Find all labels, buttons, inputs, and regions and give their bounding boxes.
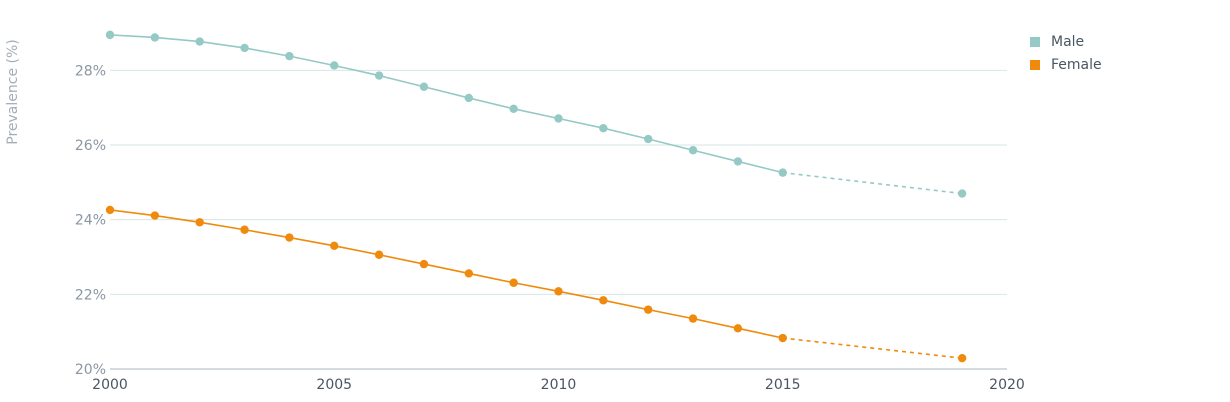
data-point[interactable] [285,51,294,61]
data-point[interactable] [150,211,160,220]
data-point[interactable] [688,146,698,155]
x-tick-label: 2020 [989,377,1025,393]
legend: Male Female [1030,34,1102,73]
series-line-male [109,34,783,174]
x-tick-label: 2015 [765,377,801,393]
data-point[interactable] [105,205,115,215]
data-point[interactable] [105,30,115,40]
x-tick-label: 2005 [316,377,352,393]
y-tick-label: 28% [75,63,106,79]
data-point[interactable] [688,314,698,323]
y-tick-label: 20% [75,362,106,378]
data-point[interactable] [419,82,429,91]
data-point[interactable] [330,241,339,250]
legend-swatch-female [1030,60,1040,70]
data-point[interactable] [464,269,473,278]
data-point[interactable] [599,124,608,133]
series-female [105,205,967,363]
data-point[interactable] [778,168,787,177]
y-axis: 20% 22% 24% 26% 28% [75,63,106,378]
data-point[interactable] [374,250,384,259]
data-point[interactable] [733,157,743,166]
series-line-female [109,209,783,339]
data-point[interactable] [330,61,339,70]
y-tick-label: 24% [75,213,106,229]
data-point[interactable] [374,71,384,80]
data-point[interactable] [733,324,743,333]
data-point[interactable] [644,134,653,144]
legend-swatch-male [1030,37,1040,47]
data-point[interactable] [285,233,294,242]
data-point[interactable] [599,296,608,305]
data-point[interactable] [464,93,473,103]
series-projection-female [782,337,963,359]
data-point[interactable] [554,114,563,123]
legend-label-male: Male [1051,34,1084,50]
legend-label-female: Female [1051,57,1102,73]
data-point[interactable] [509,278,518,287]
series-projection-male [782,171,963,195]
y-axis-title: Prevalence (%) [5,39,21,145]
data-point[interactable] [195,37,204,46]
data-point[interactable] [644,305,653,314]
data-point[interactable] [195,218,204,227]
data-point[interactable] [419,259,429,269]
data-point[interactable] [957,353,967,363]
data-point[interactable] [957,189,967,198]
data-point[interactable] [240,43,249,53]
data-point[interactable] [240,225,249,234]
y-tick-label: 22% [75,287,106,303]
plot-area [105,30,967,363]
data-point[interactable] [509,104,518,113]
x-tick-label: 2000 [92,377,128,393]
x-tick-label: 2010 [541,377,577,393]
series-male [105,30,967,198]
data-point[interactable] [150,33,160,42]
x-axis: 2000 2005 2010 2015 2020 [92,377,1025,393]
gridlines [110,69,1007,370]
y-tick-label: 26% [75,138,106,154]
data-point[interactable] [778,333,787,343]
data-point[interactable] [554,287,563,296]
